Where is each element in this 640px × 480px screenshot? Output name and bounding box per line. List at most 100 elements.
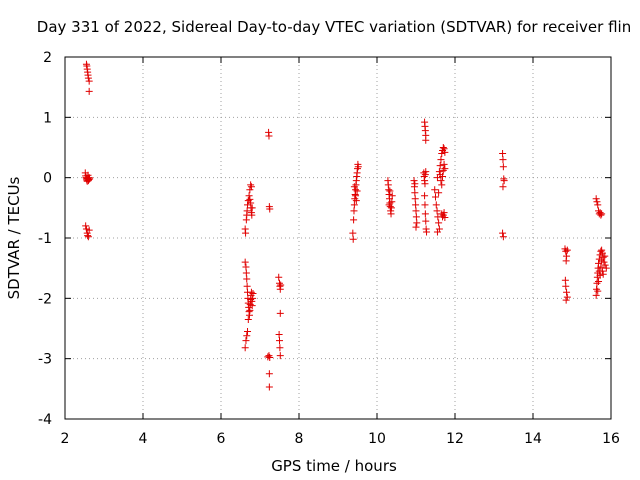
data-point xyxy=(242,263,250,271)
data-point xyxy=(597,263,605,271)
data-point xyxy=(85,77,93,85)
data-point xyxy=(242,229,250,237)
data-point xyxy=(500,177,508,185)
data-point xyxy=(244,328,252,336)
x-axis-label: GPS time / hours xyxy=(271,457,397,475)
y-tick-label: -1 xyxy=(38,231,52,247)
data-point xyxy=(441,165,449,173)
data-point xyxy=(248,204,256,212)
data-point xyxy=(411,189,419,197)
data-point xyxy=(352,197,360,205)
data-point xyxy=(437,177,445,185)
data-point xyxy=(602,264,610,272)
data-point xyxy=(422,136,430,144)
data-point xyxy=(595,277,603,285)
data-point xyxy=(265,132,273,140)
data-point xyxy=(84,74,92,82)
data-point xyxy=(592,195,600,203)
data-point xyxy=(246,186,254,194)
data-point xyxy=(412,201,420,209)
data-point xyxy=(499,156,507,164)
data-point xyxy=(499,229,507,237)
x-tick-label: 10 xyxy=(368,431,386,447)
data-point xyxy=(350,216,358,224)
data-point xyxy=(349,229,357,237)
data-point xyxy=(243,282,251,290)
data-point xyxy=(594,287,602,295)
data-point xyxy=(593,285,601,293)
data-point xyxy=(354,163,362,171)
data-point xyxy=(440,209,448,217)
data-point xyxy=(422,168,430,176)
data-point xyxy=(421,192,429,200)
chart-title: Day 331 of 2022, Sidereal Day-to-day VTE… xyxy=(37,18,631,36)
data-point xyxy=(433,207,441,215)
data-point xyxy=(275,273,283,281)
data-point xyxy=(438,181,446,189)
data-point xyxy=(411,180,419,188)
data-point xyxy=(352,192,360,200)
data-point xyxy=(411,195,419,203)
data-point xyxy=(385,201,393,209)
data-point xyxy=(246,306,254,314)
data-point xyxy=(441,213,449,221)
data-point xyxy=(350,207,358,215)
data-point xyxy=(599,270,607,278)
data-point xyxy=(246,195,254,203)
data-point xyxy=(598,257,606,265)
data-point xyxy=(276,337,283,345)
data-point xyxy=(598,246,606,254)
data-point xyxy=(597,211,605,219)
data-point xyxy=(276,344,284,352)
data-point xyxy=(440,145,448,153)
data-point xyxy=(601,252,609,260)
y-tick-label: -2 xyxy=(38,291,52,307)
data-point xyxy=(601,261,609,269)
data-point xyxy=(562,257,570,265)
data-point xyxy=(563,246,571,254)
data-point xyxy=(435,219,443,227)
x-tick-label: 14 xyxy=(524,431,542,447)
data-point xyxy=(265,383,273,391)
y-axis-label: SDTVAR / TECUs xyxy=(5,176,23,299)
y-tick-label: -3 xyxy=(38,352,52,368)
data-point xyxy=(412,213,420,221)
data-point xyxy=(433,174,441,182)
data-point xyxy=(412,223,420,231)
data-point xyxy=(243,332,251,340)
y-tick-label: 2 xyxy=(43,50,52,66)
data-point xyxy=(247,183,255,191)
data-point xyxy=(437,156,445,164)
data-point xyxy=(350,183,358,191)
data-point xyxy=(563,288,571,296)
data-point xyxy=(386,187,394,195)
data-point xyxy=(350,201,358,209)
data-point xyxy=(248,302,256,310)
data-point xyxy=(265,352,273,360)
data-point xyxy=(276,309,284,317)
data-point xyxy=(596,271,604,279)
data-point xyxy=(349,235,357,243)
data-point xyxy=(562,282,570,290)
data-point xyxy=(598,267,606,275)
x-tick-label: 12 xyxy=(446,431,464,447)
data-point xyxy=(422,217,430,225)
data-point xyxy=(592,291,600,299)
data-point xyxy=(421,210,429,218)
data-point xyxy=(440,160,448,168)
data-point xyxy=(499,183,507,191)
data-point xyxy=(499,233,507,241)
data-point xyxy=(435,189,443,197)
data-point xyxy=(561,276,569,284)
data-point xyxy=(241,344,249,352)
data-point xyxy=(593,198,601,206)
data-points xyxy=(81,60,610,391)
data-point xyxy=(266,353,274,361)
data-point xyxy=(594,201,602,209)
x-tick-label: 2 xyxy=(61,431,70,447)
data-point xyxy=(277,281,285,289)
data-point xyxy=(562,296,570,304)
x-tick-label: 6 xyxy=(217,431,226,447)
data-point xyxy=(84,233,92,241)
